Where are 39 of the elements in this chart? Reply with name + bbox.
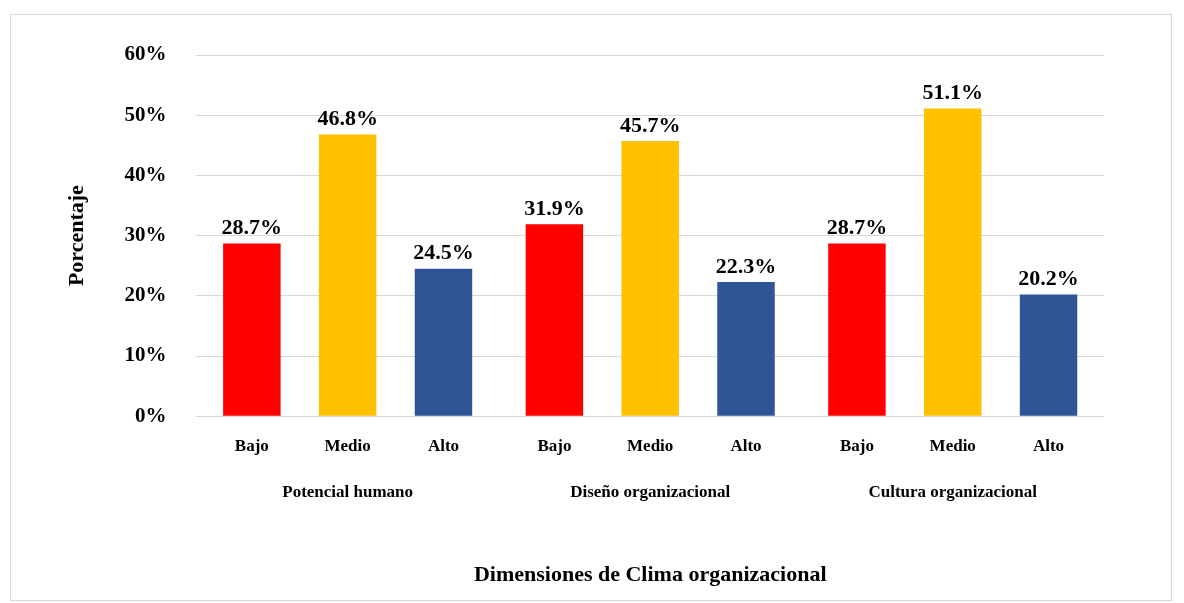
text: Alto (1032, 436, 1065, 456)
bar (414, 268, 473, 416)
data-label: 22.3% (715, 252, 777, 278)
y-axis-title: Porcentaje (62, 184, 88, 287)
y-tick-label: 20% (124, 282, 167, 307)
y-tick-label: 50% (124, 101, 167, 126)
series-label: Alto (427, 436, 460, 456)
y-tick-label: 0% (134, 402, 167, 427)
data-label: 24.5% (413, 239, 474, 265)
x-tick-label: Potencial humano (282, 481, 414, 501)
data-label: 51.1% (922, 79, 983, 105)
y-tick-label: 60% (124, 41, 167, 66)
text: Medio (627, 436, 674, 456)
y-tick-label: 10% (124, 342, 167, 367)
bar (717, 281, 775, 416)
data-label: 31.9% (524, 194, 585, 220)
bar (1019, 294, 1078, 416)
bar (621, 141, 679, 416)
bar (223, 243, 281, 416)
data-label: 20.2% (1018, 265, 1079, 291)
bar (318, 134, 377, 416)
bar (525, 224, 584, 416)
bar (923, 108, 982, 416)
data-label: 28.7% (221, 214, 283, 240)
text: Bajo (537, 436, 572, 456)
x-axis-title: Dimensiones de Clima organizacional (473, 561, 827, 587)
data-label: 28.7% (826, 214, 888, 240)
series-label: Medio (324, 436, 371, 456)
data-label: 46.8% (317, 105, 378, 131)
y-tick-label: 30% (124, 222, 167, 247)
x-tick-label: Cultura organizacional (868, 481, 1038, 501)
series-label: Bajo (234, 436, 269, 456)
data-label: 45.7% (619, 111, 681, 137)
text: Medio (929, 436, 976, 456)
bar (828, 243, 886, 416)
text: Alto (730, 436, 762, 456)
text: Bajo (839, 436, 874, 456)
x-tick-label: Diseño organizacional (570, 481, 731, 501)
y-tick-label: 40% (124, 161, 167, 186)
